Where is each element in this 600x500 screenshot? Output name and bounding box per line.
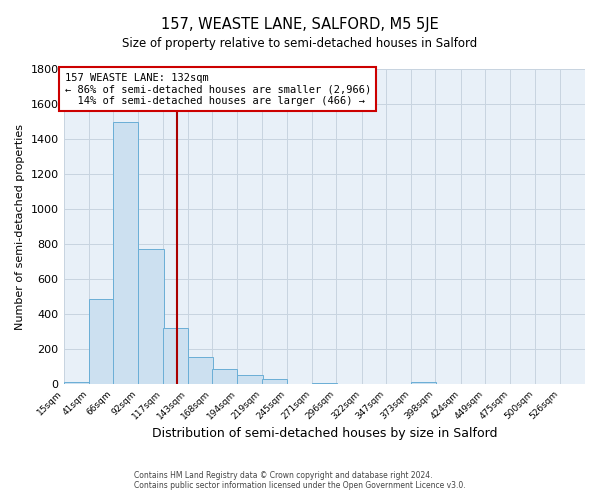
Bar [262,379,287,384]
Bar [89,298,114,384]
Bar [188,358,213,384]
Text: Size of property relative to semi-detached houses in Salford: Size of property relative to semi-detach… [122,38,478,51]
Bar [312,382,337,384]
Bar [411,382,436,384]
Text: 157 WEASTE LANE: 132sqm
← 86% of semi-detached houses are smaller (2,966)
  14% : 157 WEASTE LANE: 132sqm ← 86% of semi-de… [65,72,371,106]
Text: 157, WEASTE LANE, SALFORD, M5 5JE: 157, WEASTE LANE, SALFORD, M5 5JE [161,18,439,32]
Bar [64,382,89,384]
Bar [212,368,238,384]
Bar [163,328,188,384]
Text: Contains HM Land Registry data © Crown copyright and database right 2024.
Contai: Contains HM Land Registry data © Crown c… [134,470,466,490]
Y-axis label: Number of semi-detached properties: Number of semi-detached properties [15,124,25,330]
Bar [113,122,139,384]
Bar [139,248,164,384]
Bar [238,375,263,384]
X-axis label: Distribution of semi-detached houses by size in Salford: Distribution of semi-detached houses by … [152,427,497,440]
